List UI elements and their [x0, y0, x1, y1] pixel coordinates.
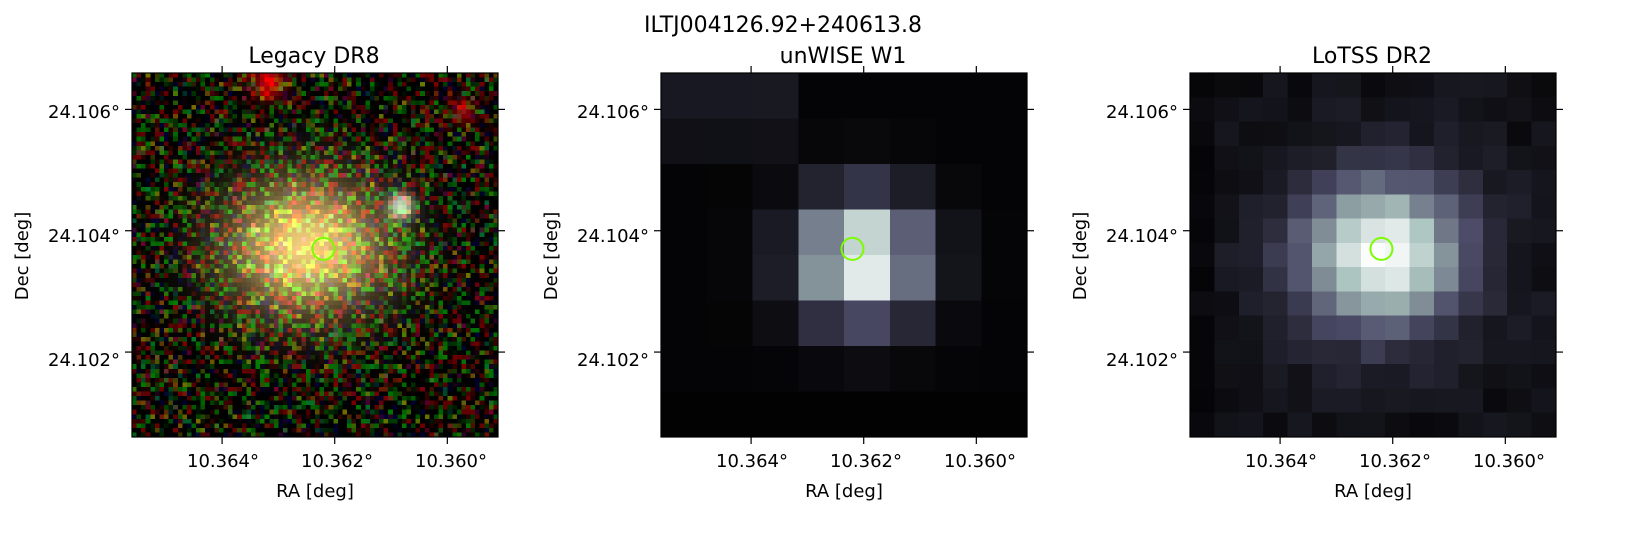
legacy-xtick-label-3: 10.360° — [415, 451, 487, 472]
unwise-ytick-label-3: 24.102° — [577, 350, 649, 371]
legacy-xlabel: RA [deg] — [276, 481, 354, 502]
legacy-frame — [131, 72, 499, 438]
panel-title-lotss: LoTSS DR2 — [1312, 44, 1432, 69]
lotss-ytick-label-1: 24.106° — [1106, 102, 1178, 123]
unwise-ticks — [654, 66, 1034, 444]
legacy-ytick-label-2: 24.104° — [48, 226, 120, 247]
unwise-ytick-label-1: 24.106° — [577, 102, 649, 123]
lotss-ytick-label-2: 24.104° — [1106, 226, 1178, 247]
legacy-ytick-label-3: 24.102° — [48, 350, 120, 371]
lotss-ticks — [1183, 66, 1563, 444]
unwise-source-marker — [840, 236, 865, 261]
panel-unwise: unWISE W1 10.364° 10.362° 10.360° 24.106… — [541, 44, 1034, 502]
panel-title-legacy: Legacy DR8 — [248, 44, 379, 69]
figure-title: ILTJ004126.92+240613.8 — [644, 13, 922, 38]
unwise-ylabel: Dec [deg] — [541, 212, 562, 301]
unwise-xtick-label-1: 10.364° — [716, 451, 788, 472]
legacy-ticks — [125, 66, 505, 444]
lotss-ytick-label-3: 24.102° — [1106, 350, 1178, 371]
lotss-xlabel: RA [deg] — [1334, 481, 1412, 502]
legacy-ytick-label-1: 24.106° — [48, 102, 120, 123]
lotss-ylabel: Dec [deg] — [1070, 212, 1091, 301]
lotss-xtick-label-1: 10.364° — [1245, 451, 1317, 472]
panel-legacy: Legacy DR8 10.364° 10.362° 10.360° 24.10… — [12, 44, 505, 502]
legacy-xtick-label-1: 10.364° — [187, 451, 259, 472]
unwise-frame — [660, 72, 1028, 438]
lotss-frame — [1189, 72, 1557, 438]
legacy-xtick-label-2: 10.362° — [301, 451, 373, 472]
unwise-xtick-label-3: 10.360° — [944, 451, 1016, 472]
lotss-xtick-label-3: 10.360° — [1473, 451, 1545, 472]
lotss-source-marker — [1369, 236, 1394, 261]
legacy-ylabel: Dec [deg] — [12, 212, 33, 301]
lotss-xtick-label-2: 10.362° — [1359, 451, 1431, 472]
panel-lotss: LoTSS DR2 10.364° 10.362° 10.360° 24.106… — [1070, 44, 1563, 502]
panel-title-unwise: unWISE W1 — [780, 44, 907, 69]
unwise-xlabel: RA [deg] — [805, 481, 883, 502]
unwise-ytick-label-2: 24.104° — [577, 226, 649, 247]
unwise-xtick-label-2: 10.362° — [830, 451, 902, 472]
legacy-source-marker — [311, 236, 336, 261]
